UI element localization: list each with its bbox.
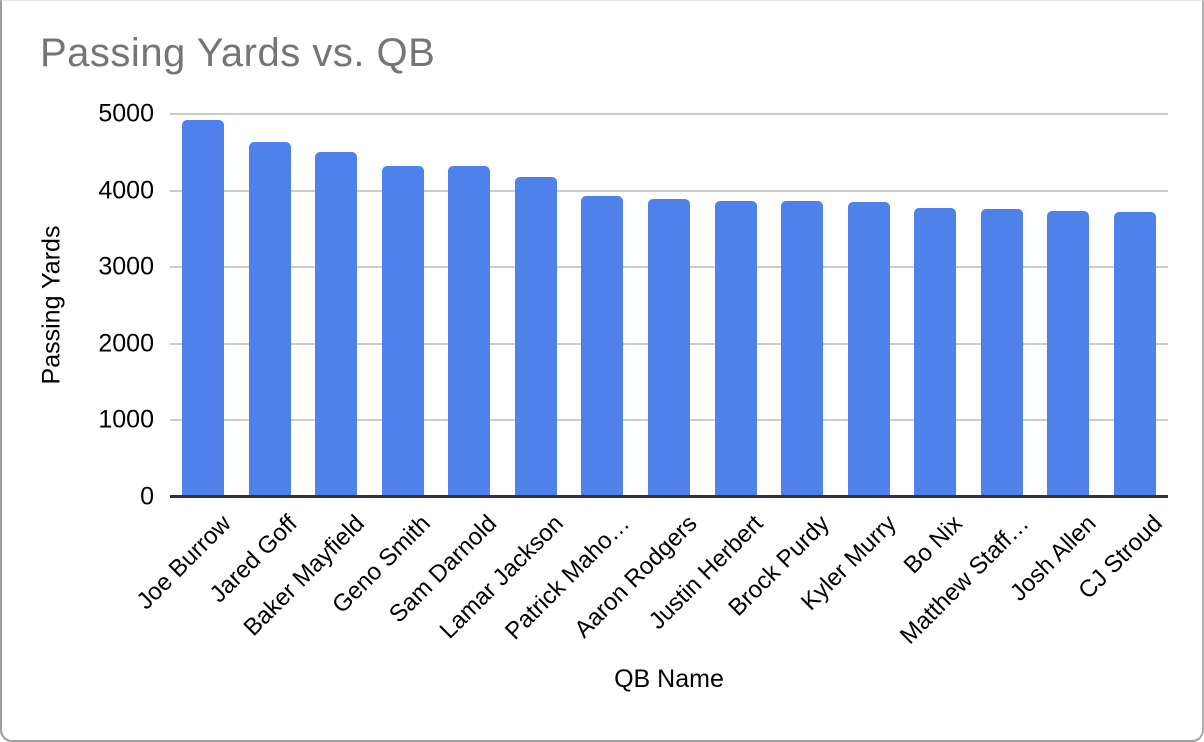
bar-Josh Allen[interactable]	[1047, 211, 1090, 497]
bar-Sam Darnold[interactable]	[448, 166, 491, 497]
gridline	[170, 113, 1168, 115]
bar-CJ Stroud[interactable]	[1113, 211, 1156, 497]
x-axis-title: QB Name	[614, 665, 724, 693]
bar-Brock Purdy[interactable]	[781, 201, 824, 497]
chart-title: Passing Yards vs. QB	[40, 31, 436, 75]
bar-slot	[702, 114, 769, 497]
bar-slot	[370, 114, 437, 497]
y-tick-label: 4000	[98, 176, 154, 205]
x-axis-labels: Joe Burrow Jared Goff Baker Mayfield Geno S…	[131, 500, 1168, 655]
bar-slot	[902, 114, 969, 497]
x-label-slot: CJ Stroud	[1073, 500, 1168, 655]
x-label-slot: Kyler Murry	[796, 500, 902, 655]
bar-slot	[636, 114, 703, 497]
x-axis-line	[170, 495, 1168, 498]
bar-Lamar Jackson[interactable]	[514, 177, 557, 497]
bar-Matthew Staff…[interactable]	[980, 208, 1023, 497]
bar-Kyler Murry[interactable]	[847, 202, 890, 497]
y-tick-label: 2000	[98, 329, 154, 358]
bar-Jared Goff[interactable]	[248, 142, 291, 497]
bar-slot	[835, 114, 902, 497]
bar-slot	[436, 114, 503, 497]
bar-Patrick Maho…[interactable]	[581, 196, 624, 497]
bar-slot	[1101, 114, 1168, 497]
bar-slot	[503, 114, 570, 497]
bar-Aaron Rodgers[interactable]	[647, 198, 690, 497]
y-axis-ticks: 5000 4000 3000 2000 1000 0	[2, 100, 154, 511]
bar-slot	[968, 114, 1035, 497]
y-tick-label: 0	[140, 482, 154, 511]
y-tick-label: 3000	[98, 252, 154, 281]
bar-slot	[303, 114, 370, 497]
bar-slot	[237, 114, 304, 497]
bar-slot	[569, 114, 636, 497]
bars	[170, 114, 1168, 497]
bar-slot	[1035, 114, 1102, 497]
y-tick-label: 1000	[98, 405, 154, 434]
bar-Baker Mayfield[interactable]	[315, 152, 358, 497]
plot-area	[170, 113, 1168, 498]
bar-slot	[170, 114, 237, 497]
bar-Bo Nix[interactable]	[914, 207, 957, 497]
gridline	[170, 189, 1168, 192]
y-tick-label: 5000	[98, 99, 154, 128]
bar-Geno Smith[interactable]	[381, 166, 424, 497]
bar-Justin Herbert[interactable]	[714, 200, 757, 497]
bar-Joe Burrow[interactable]	[182, 120, 225, 497]
bar-slot	[769, 114, 836, 497]
